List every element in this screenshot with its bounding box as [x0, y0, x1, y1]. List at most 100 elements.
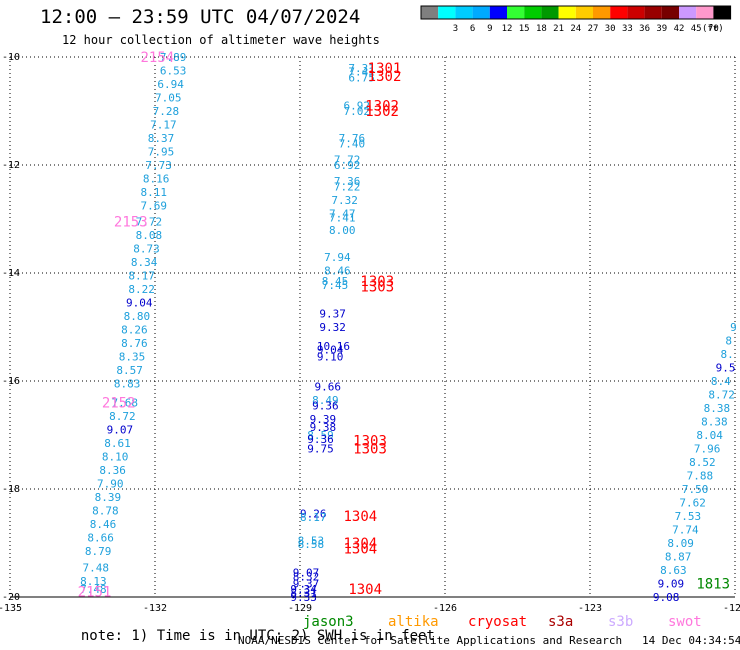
- pass-time-label: 2153: [114, 215, 148, 231]
- wave-height-value: 8.17: [300, 511, 327, 524]
- color-bin-swatch: [593, 6, 611, 19]
- wave-height-value: 10.16: [317, 340, 350, 353]
- color-bin-swatch: [541, 6, 559, 19]
- wave-height-value: 6.92: [334, 159, 361, 172]
- wave-height-value: 7.41: [329, 211, 356, 224]
- wave-height-value: 8.36: [99, 464, 126, 477]
- wave-height-value: 7.40: [339, 137, 366, 150]
- wave-height-value: 8.78: [92, 505, 119, 518]
- color-bin-label: 70: [708, 24, 719, 34]
- wave-height-value: 9.10: [317, 351, 344, 364]
- wave-height-value: 9.32: [319, 321, 346, 334]
- wave-height-value: 7.50: [682, 483, 709, 496]
- page-footer: NOAA/NESDIS Center for Satellite Applica…: [238, 634, 740, 647]
- wave-height-value: 8.45: [322, 275, 349, 288]
- wave-height-value: 8.57: [116, 364, 143, 377]
- wave-height-value: 8.35: [119, 351, 146, 364]
- wave-height-value: 6.94: [157, 78, 184, 91]
- color-bin-label: 36: [639, 24, 650, 34]
- wave-height-observations: 7.896.536.947.057.287.178.377.957.738.16…: [80, 51, 737, 604]
- wave-height-value: 8.76: [121, 337, 147, 350]
- wave-height-value: 8.38: [701, 416, 728, 429]
- lat-tick-label: -16: [2, 376, 20, 387]
- wave-height-value: 7.28: [153, 105, 180, 118]
- wave-height-value: 8.00: [329, 224, 356, 237]
- lat-tick-label: -12: [2, 160, 20, 171]
- wave-height-value: 8.87: [665, 551, 692, 564]
- wave-height-value: 7.48: [83, 561, 110, 574]
- wave-height-value: 8.08: [136, 229, 163, 242]
- wave-height-value: 7.31: [348, 62, 375, 75]
- lon-tick-label: -123: [578, 603, 602, 614]
- color-bin-label: 12: [502, 24, 513, 34]
- map-axes: -135-132-129-126-123-120-10-12-14-16-18-…: [0, 52, 740, 614]
- color-bin-swatch: [455, 6, 473, 19]
- wave-height-value: 9.37: [293, 578, 320, 591]
- color-bin-swatch: [713, 6, 731, 19]
- color-bin-label: 33: [622, 24, 633, 34]
- pass-time-label: 1304: [344, 509, 378, 525]
- color-bin-swatch: [679, 6, 697, 19]
- wave-height-value: 9.09: [658, 578, 685, 591]
- wave-height-value: 9: [730, 321, 737, 334]
- color-bin-label: 9: [487, 24, 492, 34]
- pass-time-label: 1303: [353, 442, 387, 458]
- lat-tick-label: -10: [2, 52, 20, 63]
- color-bin-label: 21: [553, 24, 564, 34]
- wave-height-value: 8.: [721, 348, 734, 361]
- color-bin-label: 15: [519, 24, 530, 34]
- wave-height-value: 9.37: [319, 308, 346, 321]
- wave-height-value: 7.02: [344, 105, 371, 118]
- color-bin-swatch: [610, 6, 628, 19]
- color-bin-label: 30: [605, 24, 616, 34]
- wave-height-value: 8.46: [324, 264, 351, 277]
- wave-height-value: 8.83: [114, 378, 140, 391]
- wave-height-value: 8.61: [104, 437, 131, 450]
- wave-height-value: 7.95: [148, 146, 175, 159]
- color-bin-swatch: [661, 6, 679, 19]
- pass-time-label: 2151: [78, 585, 112, 601]
- wave-height-value: 6.92: [344, 100, 371, 113]
- color-bin-swatch: [438, 6, 456, 19]
- wave-height-value: 9.36: [312, 399, 339, 412]
- color-bin-label: 45: [691, 24, 702, 34]
- wave-height-value: 7.48: [80, 583, 107, 596]
- wave-height-value: 7.69: [141, 200, 168, 213]
- color-bin-swatch: [524, 6, 542, 19]
- wave-height-value: 9.26: [300, 507, 327, 520]
- color-bin-label: 27: [588, 24, 599, 34]
- color-scale-unit: (ft): [702, 24, 724, 34]
- color-bin-swatch: [696, 6, 714, 19]
- wave-height-value: 7.45: [322, 279, 349, 292]
- pass-time-label: 2152: [102, 396, 136, 412]
- wave-height-value: 7.68: [112, 397, 139, 410]
- wave-height-value: 8.63: [660, 564, 687, 577]
- lon-tick-label: -132: [143, 603, 167, 614]
- wave-height-value: 8.13: [80, 575, 107, 588]
- wave-height-value: 7.73: [145, 159, 172, 172]
- wave-height-value: 7.88: [687, 470, 714, 483]
- lat-tick-label: -18: [2, 484, 20, 495]
- wave-height-value: 8.11: [141, 186, 168, 199]
- wave-height-value: 8.80: [124, 310, 151, 323]
- color-bin-swatch: [507, 6, 525, 19]
- pass-time-label: 1303: [360, 274, 394, 290]
- page-subtitle: 12 hour collection of altimeter wave hei…: [62, 33, 380, 47]
- wave-height-value: 8.16: [143, 173, 170, 186]
- wave-height-value: 9.38: [310, 421, 337, 434]
- wave-height-value: 8.59: [307, 429, 334, 442]
- wave-height-value: 8.79: [85, 545, 112, 558]
- wave-height-value: 9.39: [310, 413, 337, 426]
- wave-height-value: 8.72: [109, 410, 136, 423]
- wave-height-value: 6.75: [348, 72, 375, 85]
- lon-tick-label: -129: [288, 603, 312, 614]
- pass-time-label: 1304: [348, 582, 382, 598]
- wave-height-value: 8.73: [133, 243, 160, 256]
- pass-time-label: 1301: [368, 61, 402, 77]
- page-title: 12:00 — 23:59 UTC 04/07/2024: [40, 6, 361, 28]
- wave-height-value: 7.17: [150, 119, 177, 132]
- color-bin-swatch: [558, 6, 576, 19]
- wave-height-value: 9.75: [307, 443, 334, 456]
- wave-height-value: 8.52: [689, 456, 716, 469]
